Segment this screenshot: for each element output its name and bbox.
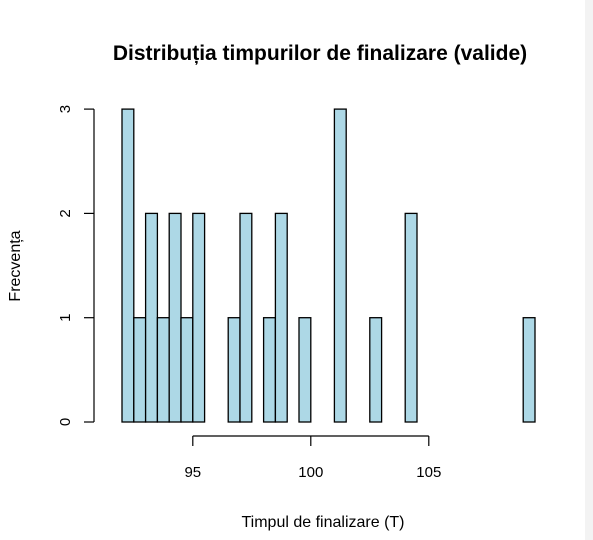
y-axis: 0 1 2 3 bbox=[57, 105, 95, 426]
histogram-bar bbox=[333, 108, 347, 423]
bars-group bbox=[121, 108, 536, 423]
y-tick-label: 1 bbox=[57, 314, 74, 322]
histogram-bar bbox=[121, 108, 135, 423]
y-axis-label: Frecvența bbox=[7, 230, 24, 301]
histogram-bar bbox=[404, 212, 418, 423]
histogram-bar bbox=[144, 212, 159, 423]
histogram-bar bbox=[168, 212, 182, 423]
histogram-bar bbox=[298, 317, 312, 423]
y-tick-label: 0 bbox=[57, 418, 74, 426]
histogram-bar bbox=[262, 317, 277, 423]
histogram-bar bbox=[239, 212, 253, 423]
histogram-bar bbox=[369, 317, 383, 423]
chart-title: Distribuția timpurilor de finalizare (va… bbox=[113, 42, 527, 65]
histogram-bar bbox=[192, 212, 206, 423]
histogram-bar bbox=[133, 317, 147, 423]
histogram-bar bbox=[156, 317, 170, 423]
x-tick-label: 100 bbox=[298, 464, 323, 481]
histogram-bar bbox=[522, 317, 536, 423]
y-tick-label: 3 bbox=[57, 105, 74, 113]
x-axis: 95 100 105 bbox=[184, 435, 441, 481]
y-tick-label: 2 bbox=[57, 209, 74, 217]
histogram-bar bbox=[180, 317, 194, 423]
x-tick-label: 95 bbox=[184, 464, 201, 481]
page-edge bbox=[585, 0, 593, 540]
histogram-bar bbox=[274, 212, 288, 423]
x-tick-label: 105 bbox=[416, 464, 441, 481]
histogram-bar bbox=[227, 317, 241, 423]
x-axis-label: Timpul de finalizare (T) bbox=[241, 514, 404, 531]
